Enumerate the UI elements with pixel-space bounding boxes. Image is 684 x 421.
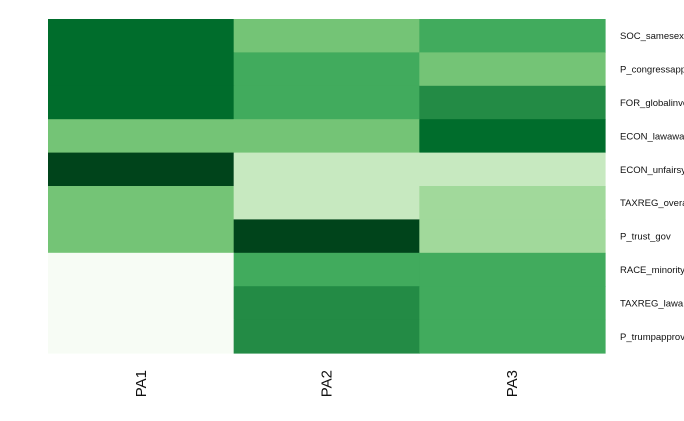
column-labels: PA1 PA2 PA3 <box>133 370 521 397</box>
heatmap-cell <box>48 85 235 120</box>
row-label: SOC_samesex <box>620 31 684 42</box>
heatmap-cell <box>233 286 420 321</box>
row-labels: SOC_samesex P_congressapp FOR_globalinve EC… <box>620 31 684 343</box>
row-label: FOR_globalinve <box>620 98 684 109</box>
column-label: PA2 <box>319 370 336 397</box>
column-label: PA3 <box>504 370 521 397</box>
heatmap-cell <box>419 219 606 254</box>
row-label: P_trust_gov <box>620 232 671 243</box>
heatmap-cell <box>419 85 606 120</box>
heatmap-cell <box>419 152 606 187</box>
heatmap-cell <box>48 319 235 354</box>
heatmap-cell <box>419 119 606 154</box>
heatmap-cell <box>48 119 235 154</box>
heatmap-cell <box>48 286 235 321</box>
heatmap-cell <box>48 186 235 220</box>
heatmap-cell <box>419 252 606 287</box>
heatmap-cell <box>419 19 606 53</box>
heatmap-cell <box>48 152 235 187</box>
heatmap-cell <box>419 286 606 321</box>
heatmap-cell <box>233 186 420 220</box>
heatmap-cell <box>233 52 420 87</box>
heatmap-cell <box>48 252 235 287</box>
heatmap-cell <box>233 252 420 287</box>
heatmap-cell <box>233 152 420 187</box>
row-label: RACE_minority <box>620 265 684 276</box>
heatmap-cell <box>419 52 606 87</box>
heatmap-cell <box>48 19 235 53</box>
row-label: P_congressapp <box>620 65 684 76</box>
row-label: TAXREG_lawa <box>620 298 684 309</box>
heatmap-cell <box>233 219 420 254</box>
heatmap-cell <box>233 85 420 120</box>
heatmap-cell <box>233 319 420 354</box>
heatmap-cell <box>233 19 420 53</box>
heatmap-cell <box>233 119 420 154</box>
heatmap-cell <box>48 52 235 87</box>
heatmap-cell <box>419 186 606 220</box>
heatmap-cell <box>419 319 606 354</box>
row-label: P_trumpapprov <box>620 332 684 343</box>
heatmap-cell <box>48 219 235 254</box>
column-label: PA1 <box>133 370 150 397</box>
row-label: ECON_lawawa <box>620 131 684 142</box>
heatmap-cells <box>48 19 606 354</box>
row-label: ECON_unfairsy <box>620 165 684 176</box>
row-label: TAXREG_overa <box>620 198 684 209</box>
